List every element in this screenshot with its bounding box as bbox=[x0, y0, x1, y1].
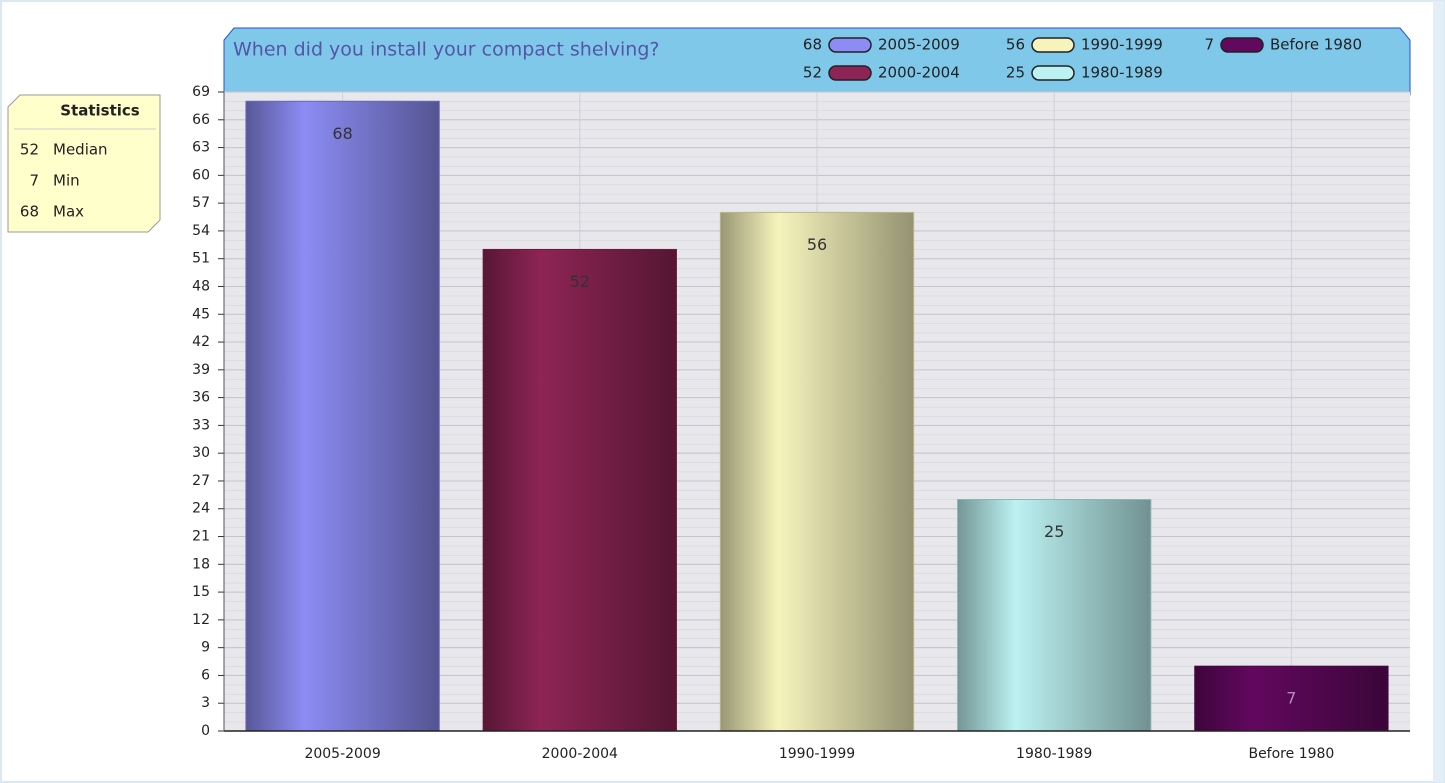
y-tick-label: 42 bbox=[192, 334, 210, 350]
value-label: 52 bbox=[570, 272, 590, 291]
legend-swatch bbox=[828, 37, 872, 53]
legend-value: 56 bbox=[1006, 36, 1025, 54]
y-tick-label: 24 bbox=[192, 501, 210, 517]
x-tick-label: 2005-2009 bbox=[304, 746, 380, 762]
legend-swatch bbox=[1031, 37, 1075, 53]
y-tick-label: 30 bbox=[192, 445, 210, 461]
bar bbox=[1194, 665, 1389, 732]
legend-label: 2000-2004 bbox=[878, 64, 960, 82]
x-tick-label: 2000-2004 bbox=[542, 746, 618, 762]
y-tick-label: 66 bbox=[192, 112, 210, 128]
frame-strip bbox=[1433, 1, 1444, 782]
y-tick-label: 48 bbox=[192, 278, 210, 294]
y-tick-label: 0 bbox=[201, 723, 210, 739]
y-tick-label: 69 bbox=[192, 84, 210, 100]
y-tick-label: 15 bbox=[192, 584, 210, 600]
statistics-items: 52 Median 7 Min 68 Max bbox=[20, 141, 108, 221]
value-label: 7 bbox=[1286, 689, 1296, 708]
legend-label: 1990-1999 bbox=[1081, 36, 1163, 54]
legend-value: 52 bbox=[803, 64, 822, 82]
y-tick-label: 45 bbox=[192, 306, 210, 322]
legend-value: 68 bbox=[803, 36, 822, 54]
legend-value: 7 bbox=[1204, 36, 1214, 54]
legend-value: 25 bbox=[1006, 64, 1025, 82]
y-tick-label: 63 bbox=[192, 140, 210, 156]
legend-swatch bbox=[1031, 65, 1075, 81]
y-tick-label: 12 bbox=[192, 612, 210, 628]
chart-title: When did you install your compact shelvi… bbox=[233, 39, 660, 61]
y-tick-label: 39 bbox=[192, 362, 210, 378]
y-tick-label: 3 bbox=[201, 695, 210, 711]
y-tick-label: 18 bbox=[192, 556, 210, 572]
bar bbox=[482, 248, 677, 732]
y-tick-label: 57 bbox=[192, 195, 210, 211]
legend-label: 1980-1989 bbox=[1081, 64, 1163, 82]
value-label: 25 bbox=[1044, 522, 1064, 541]
value-label: 56 bbox=[807, 235, 827, 254]
statistic-value: 52 bbox=[20, 141, 39, 159]
x-tick-label: 1990-1999 bbox=[779, 746, 855, 762]
y-tick-label: 9 bbox=[201, 640, 210, 656]
statistic-value: 7 bbox=[29, 172, 39, 190]
statistic-label: Max bbox=[53, 203, 84, 221]
value-label: 68 bbox=[332, 124, 352, 143]
y-tick-label: 60 bbox=[192, 167, 210, 183]
statistic-label: Median bbox=[53, 141, 108, 159]
statistic-value: 68 bbox=[20, 203, 39, 221]
legend-swatch bbox=[1220, 37, 1264, 53]
legend-swatch bbox=[828, 65, 872, 81]
bar bbox=[719, 211, 915, 732]
legend-label: 2005-2009 bbox=[878, 36, 960, 54]
y-tick-label: 54 bbox=[192, 223, 210, 239]
y-tick-label: 33 bbox=[192, 417, 210, 433]
y-tick-label: 21 bbox=[192, 529, 210, 545]
bar bbox=[245, 100, 440, 732]
y-tick-label: 51 bbox=[192, 251, 210, 267]
y-tick-label: 6 bbox=[201, 667, 210, 683]
bar bbox=[957, 498, 1152, 732]
statistic-label: Min bbox=[53, 172, 80, 190]
x-tick-label: 1980-1989 bbox=[1016, 746, 1092, 762]
y-tick-label: 27 bbox=[192, 473, 210, 489]
legend-label: Before 1980 bbox=[1270, 36, 1362, 54]
y-tick-label: 36 bbox=[192, 390, 210, 406]
statistics-title: Statistics bbox=[60, 102, 140, 120]
x-tick-label: Before 1980 bbox=[1248, 746, 1334, 762]
